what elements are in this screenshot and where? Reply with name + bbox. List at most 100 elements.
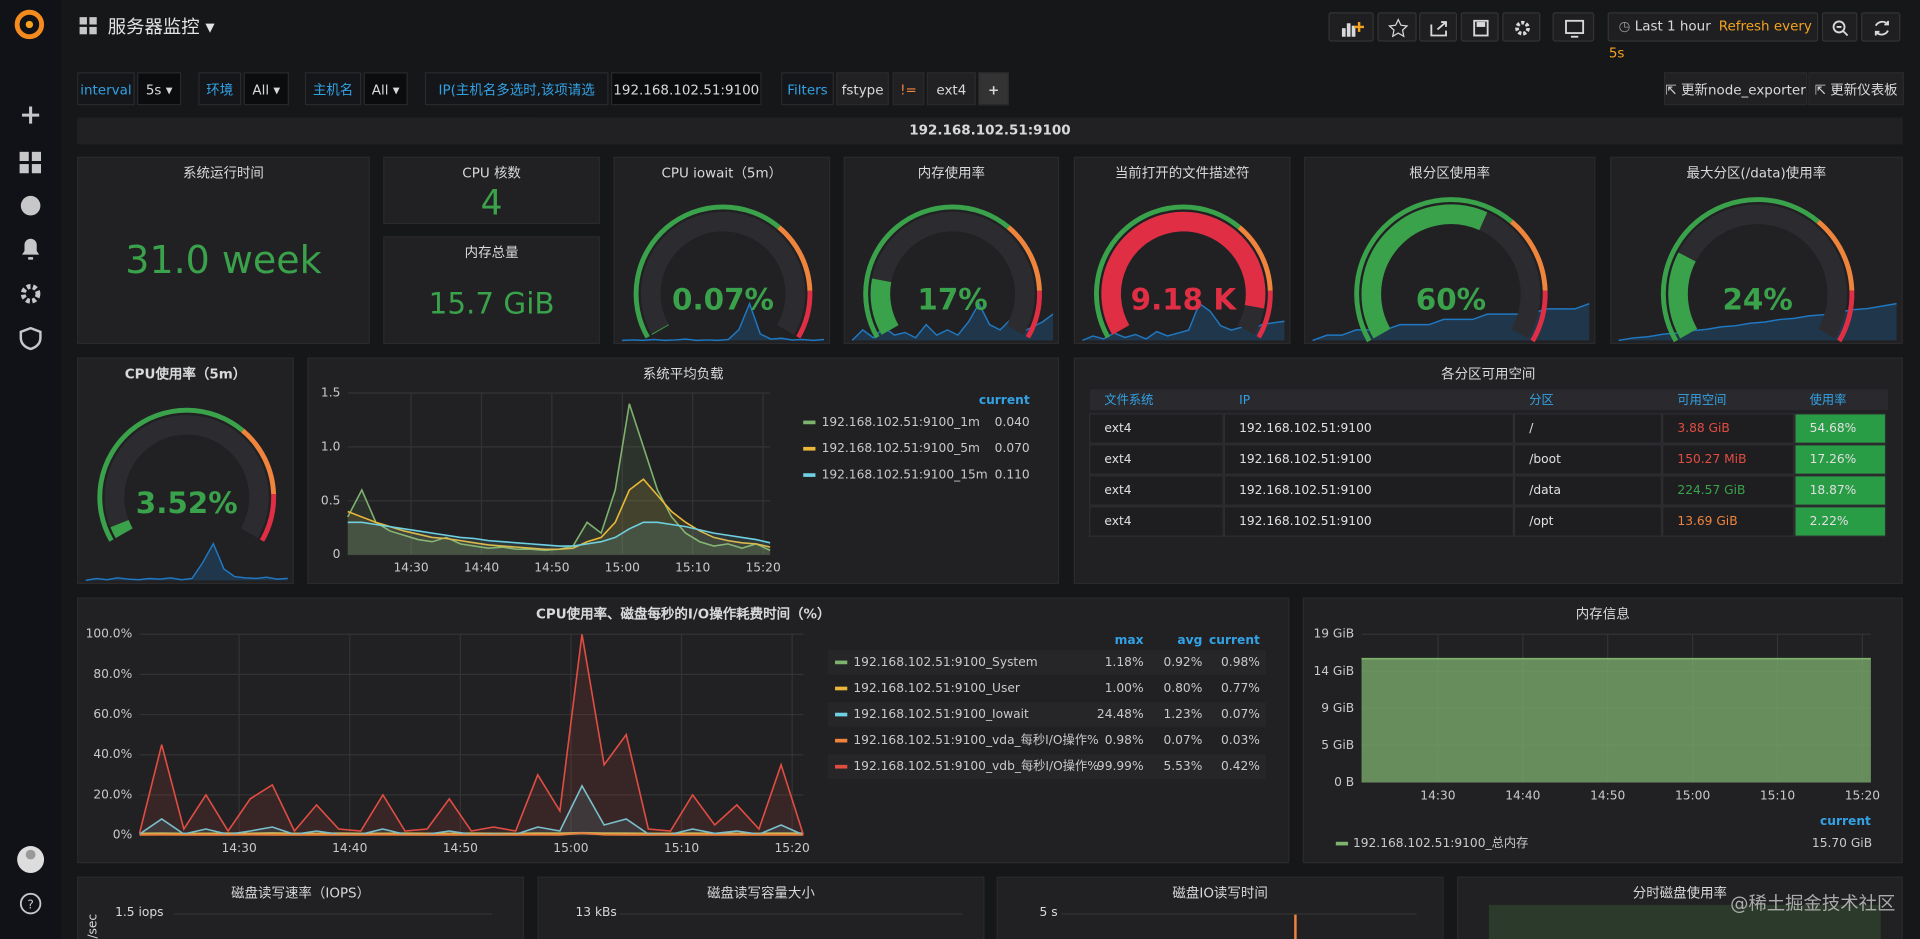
- logo-dot: [25, 20, 34, 29]
- icon: [1874, 20, 1889, 36]
- legend-label[interactable]: 192.168.102.51:9100_15m: [822, 468, 988, 482]
- spike: [1294, 914, 1297, 939]
- panel-svg: 0.07%: [621, 204, 825, 342]
- logo[interactable]: [14, 9, 45, 40]
- dash-icon: [79, 17, 97, 35]
- settings-button[interactable]: [1502, 12, 1541, 42]
- link-button[interactable]: ⇱ 更新node_exporter: [1663, 72, 1808, 106]
- x-tick-label: 14:40: [1505, 788, 1540, 802]
- legend-row-bg: [827, 728, 1267, 753]
- x-tick-label: 14:30: [221, 841, 256, 855]
- panel-title[interactable]: CPU 核数: [462, 165, 521, 182]
- variable-select[interactable]: All ▾: [243, 72, 289, 106]
- legend-label[interactable]: 192.168.102.51:9100_5m: [822, 441, 980, 455]
- link-button[interactable]: ⇱ 更新仪表板: [1808, 72, 1904, 106]
- y-tick-label: 9 GiB: [1321, 701, 1354, 715]
- variable-select[interactable]: All ▾: [363, 72, 408, 106]
- dashboard-title[interactable]: 服务器监控 ▾: [107, 15, 215, 38]
- create-icon[interactable]: [22, 106, 40, 124]
- dashboards-icon[interactable]: [19, 151, 42, 174]
- share-button[interactable]: [1419, 12, 1458, 42]
- legend-value: 0.42%: [1221, 759, 1260, 773]
- column-header[interactable]: 文件系统: [1104, 392, 1153, 407]
- legend-label[interactable]: 192.168.102.51:9100_vdb_每秒I/O操作%: [853, 758, 1098, 773]
- refresh-button[interactable]: [1861, 12, 1901, 42]
- gauge-fill: [1101, 211, 1266, 335]
- tv-mode-button[interactable]: [1552, 12, 1595, 42]
- gauge-threshold: [1509, 219, 1548, 291]
- legend-label[interactable]: 192.168.102.51:9100_1m: [822, 415, 980, 429]
- x-tick-label: 15:10: [1760, 788, 1795, 802]
- legend-label[interactable]: 192.168.102.51:9100_Iowait: [853, 707, 1029, 721]
- legend-value: 0.98%: [1105, 733, 1144, 747]
- panel-title[interactable]: 系统平均负载: [642, 366, 724, 383]
- cell-text: ext4: [1104, 483, 1131, 497]
- time-picker[interactable]: ◷ Last 1 hour Refresh every 5s: [1607, 12, 1819, 61]
- filter-key[interactable]: fstype: [836, 72, 889, 106]
- save-button[interactable]: [1460, 12, 1499, 42]
- cell-text: 192.168.102.51:9100: [1239, 421, 1372, 435]
- series-line: [347, 478, 771, 551]
- legend-label[interactable]: 192.168.102.51:9100_vda_每秒I/O操作%: [853, 732, 1098, 747]
- series-line: [139, 832, 804, 836]
- legend-label[interactable]: 192.168.102.51:9100_User: [853, 681, 1021, 695]
- cell-text: /opt: [1529, 514, 1553, 528]
- column-header[interactable]: 分区: [1529, 393, 1553, 407]
- y-tick-label: 14 GiB: [1313, 664, 1354, 678]
- table-cell: [1089, 506, 1224, 537]
- star-button[interactable]: [1377, 12, 1417, 42]
- column-header[interactable]: 可用空间: [1677, 393, 1726, 407]
- alert-icon[interactable]: [22, 238, 40, 260]
- gauge-value: 17%: [917, 283, 987, 317]
- y-tick-label: 0 B: [1334, 775, 1354, 789]
- legend-label[interactable]: 192.168.102.51:9100_System: [853, 655, 1037, 669]
- legend-value: 15.70 GiB: [1812, 836, 1872, 850]
- link-text: 更新仪表板: [1830, 82, 1898, 98]
- add-filter-button[interactable]: +: [978, 72, 1009, 106]
- zoom-out-button[interactable]: [1821, 12, 1858, 42]
- legend-label[interactable]: 192.168.102.51:9100_总内存: [1353, 836, 1528, 850]
- panel-title[interactable]: 磁盘读写速率（IOPS）: [231, 885, 371, 902]
- cell-text: 192.168.102.51:9100: [1239, 483, 1372, 497]
- y-tick-label: 100.0%: [86, 627, 133, 641]
- admin-icon[interactable]: [19, 326, 42, 351]
- variable-select[interactable]: 5s ▾: [137, 72, 182, 106]
- panel-title[interactable]: 磁盘IO读写时间: [1172, 885, 1268, 902]
- panel-title[interactable]: CPU使用率、磁盘每秒的I/O操作耗费时间（%）: [535, 606, 831, 622]
- legend-value: 0.07%: [1221, 707, 1260, 721]
- panel-title: 内存使用率: [917, 165, 986, 182]
- gauge-threshold: [259, 493, 277, 542]
- panel-title[interactable]: 系统运行时间: [183, 165, 264, 182]
- gauge-threshold: [1837, 290, 1855, 343]
- panel-title: 根分区使用率: [1409, 165, 1491, 182]
- add-panel-button[interactable]: [1328, 12, 1374, 42]
- x-tick-label: 15:20: [1845, 788, 1880, 802]
- filter-value[interactable]: ext4: [926, 72, 976, 106]
- panel-title[interactable]: 内存信息: [1575, 606, 1630, 622]
- row-header[interactable]: 192.168.102.51:9100: [77, 117, 1903, 145]
- legend-value: 0.03%: [1221, 733, 1260, 747]
- panel-title[interactable]: 各分区可用空间: [1441, 366, 1536, 383]
- column-header[interactable]: IP: [1239, 393, 1250, 407]
- y-tick-label: 5 GiB: [1321, 738, 1354, 752]
- help-icon[interactable]: [19, 892, 42, 915]
- time-range: Last 1 hour: [1634, 18, 1711, 35]
- legend-swatch: [1335, 841, 1349, 846]
- panel-title[interactable]: 磁盘读写容量大小: [707, 885, 815, 902]
- panel-title[interactable]: 内存总量: [464, 244, 519, 261]
- variable-value: 5s: [145, 82, 162, 98]
- config-icon[interactable]: [20, 284, 41, 304]
- legend-value: 0.98%: [1221, 655, 1260, 669]
- explore-icon[interactable]: [20, 195, 41, 216]
- column-header[interactable]: 使用率: [1810, 392, 1847, 407]
- gauge-threshold: [1256, 290, 1273, 339]
- plot-area: [1488, 904, 1881, 939]
- legend-header: max: [1115, 633, 1144, 647]
- filter-operator[interactable]: !=: [892, 72, 925, 106]
- gauge-threshold: [1530, 290, 1548, 343]
- series-area: [347, 522, 771, 555]
- sparkline-area: [852, 303, 1053, 341]
- variable-select[interactable]: 192.168.102.51:9100 ▾: [610, 72, 762, 131]
- panel-title[interactable]: 分时磁盘使用率: [1632, 885, 1728, 902]
- cell-text: /: [1529, 421, 1534, 435]
